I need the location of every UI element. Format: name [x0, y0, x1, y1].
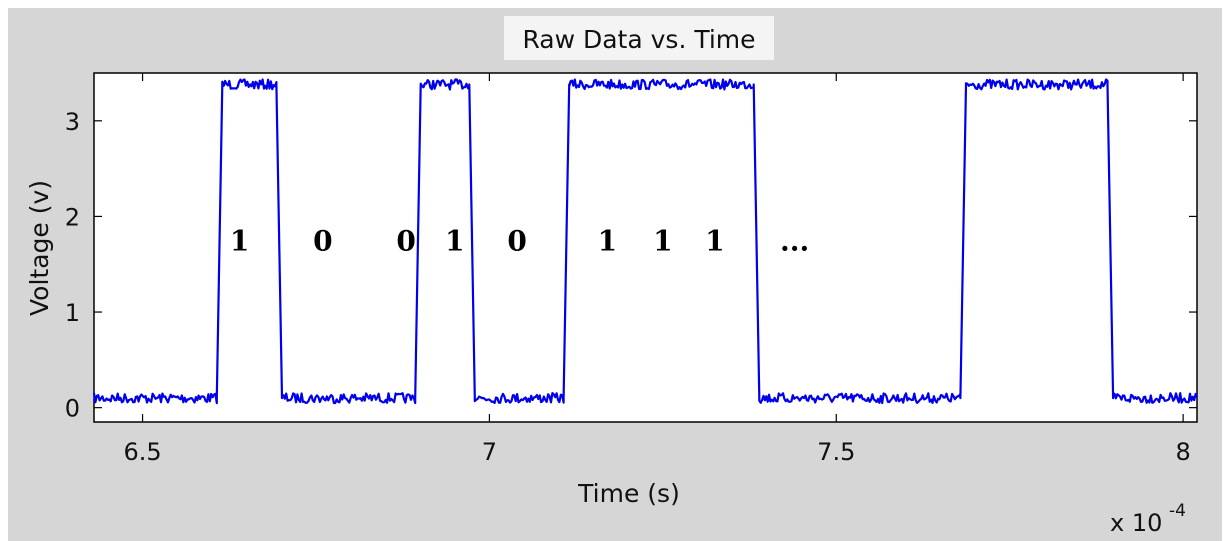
bit-label-4: 0 — [507, 224, 526, 257]
y-axis-label: Voltage (v) — [25, 180, 54, 316]
x-tick-label: 7 — [482, 438, 497, 466]
title-background — [504, 16, 774, 60]
y-tick-label: 1 — [65, 299, 80, 327]
bit-label-7: 1 — [705, 224, 724, 257]
series-layer — [92, 78, 1199, 405]
x-tick-label: 6.5 — [123, 438, 161, 466]
bit-label-5: 1 — [598, 224, 617, 257]
bit-label-8: ... — [780, 224, 809, 257]
bit-label-6: 1 — [653, 224, 672, 257]
chart-title: Raw Data vs. Time — [522, 25, 755, 54]
x-multiplier-base: x 10 — [1110, 509, 1162, 537]
y-tick-label: 0 — [65, 395, 80, 423]
y-tick-label: 3 — [65, 108, 80, 136]
bit-label-2: 0 — [396, 224, 415, 257]
annotation-layer: 1 0 0 1 0 1 1 1... — [230, 224, 809, 257]
plot-area — [93, 72, 1198, 423]
x-tick-label: 7.5 — [817, 438, 855, 466]
x-tick-label: 8 — [1175, 438, 1190, 466]
bit-label-1: 0 — [313, 224, 332, 257]
x-axis-label: Time (s) — [577, 479, 680, 508]
x-multiplier-exponent: -4 — [1169, 501, 1186, 521]
bit-label-3: 1 — [445, 224, 464, 257]
y-tick-label: 2 — [65, 203, 80, 231]
axis-ticks — [94, 73, 1197, 422]
series-line-0 — [92, 78, 1199, 405]
bit-label-0: 1 — [230, 224, 249, 257]
